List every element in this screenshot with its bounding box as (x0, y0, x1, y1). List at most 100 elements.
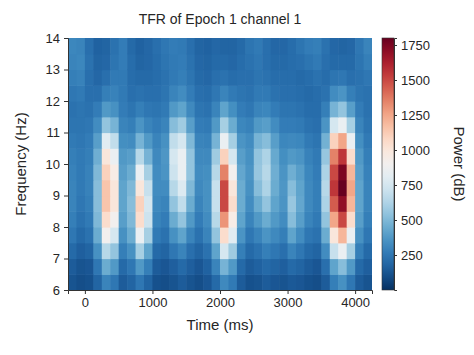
cell (152, 117, 161, 133)
cell (178, 196, 187, 212)
cell (288, 148, 297, 164)
cell (152, 274, 161, 290)
cell (127, 243, 136, 259)
cell (220, 211, 229, 227)
cell (304, 54, 313, 70)
cell (203, 101, 212, 117)
cell (161, 148, 170, 164)
cell (195, 274, 204, 290)
cell (76, 211, 85, 227)
tick-label: 9 (53, 188, 60, 203)
cell (237, 259, 246, 275)
cell (237, 101, 246, 117)
cell (330, 70, 339, 86)
tick-mark (64, 227, 68, 228)
cell (169, 227, 178, 243)
tick: 1750 (394, 38, 430, 53)
cell (127, 259, 136, 275)
cell (119, 38, 128, 54)
cell (102, 259, 111, 275)
tick-label: 750 (401, 178, 423, 193)
cell (237, 196, 246, 212)
tick: 12 (46, 94, 68, 109)
cell (220, 54, 229, 70)
cell (195, 70, 204, 86)
cell (195, 117, 204, 133)
cell (279, 85, 288, 101)
cell (161, 117, 170, 133)
tick: 250 (394, 248, 423, 263)
tick: 1500 (394, 73, 430, 88)
cell (178, 70, 187, 86)
cell (304, 227, 313, 243)
cell (220, 38, 229, 54)
cell (330, 243, 339, 259)
cell (76, 196, 85, 212)
cell (178, 243, 187, 259)
cell (68, 54, 77, 70)
cell (144, 117, 153, 133)
cell (136, 101, 145, 117)
cell (279, 70, 288, 86)
cell (288, 70, 297, 86)
cell (313, 211, 322, 227)
cell (144, 211, 153, 227)
cell (330, 85, 339, 101)
cell (271, 148, 280, 164)
cell (262, 180, 271, 196)
cell (271, 70, 280, 86)
cell (186, 54, 195, 70)
cell (203, 274, 212, 290)
tick-mark (64, 38, 68, 39)
tick-mark (64, 164, 68, 165)
cell (76, 164, 85, 180)
tick-label: 2000 (206, 295, 235, 310)
cell (127, 85, 136, 101)
cell (93, 180, 102, 196)
cell (76, 70, 85, 86)
cell (304, 101, 313, 117)
cell (338, 211, 347, 227)
cell (262, 117, 271, 133)
cell (169, 133, 178, 149)
cell (127, 211, 136, 227)
cell (136, 148, 145, 164)
cell (245, 148, 254, 164)
cell (119, 180, 128, 196)
cell (245, 196, 254, 212)
tick-label: 10 (46, 157, 60, 172)
cell (68, 211, 77, 227)
cell (169, 243, 178, 259)
cell (296, 243, 305, 259)
cell (355, 70, 364, 86)
cell (262, 148, 271, 164)
cell (119, 259, 128, 275)
cell (144, 101, 153, 117)
cell (338, 274, 347, 290)
cell (228, 117, 237, 133)
cell (110, 70, 119, 86)
cell (321, 164, 330, 180)
tick-mark (394, 220, 397, 221)
cell (254, 211, 263, 227)
cell (313, 54, 322, 70)
cell (152, 243, 161, 259)
cell (76, 38, 85, 54)
cell (76, 54, 85, 70)
cell (76, 274, 85, 290)
cell (68, 243, 77, 259)
cell (321, 54, 330, 70)
tick-mark (64, 196, 68, 197)
cell (220, 196, 229, 212)
cell (321, 196, 330, 212)
cell (288, 274, 297, 290)
cell (228, 227, 237, 243)
cell (161, 259, 170, 275)
cell (195, 164, 204, 180)
cell (119, 211, 128, 227)
cell (136, 70, 145, 86)
cell (245, 259, 254, 275)
cell (195, 38, 204, 54)
cell (144, 274, 153, 290)
cell (203, 211, 212, 227)
